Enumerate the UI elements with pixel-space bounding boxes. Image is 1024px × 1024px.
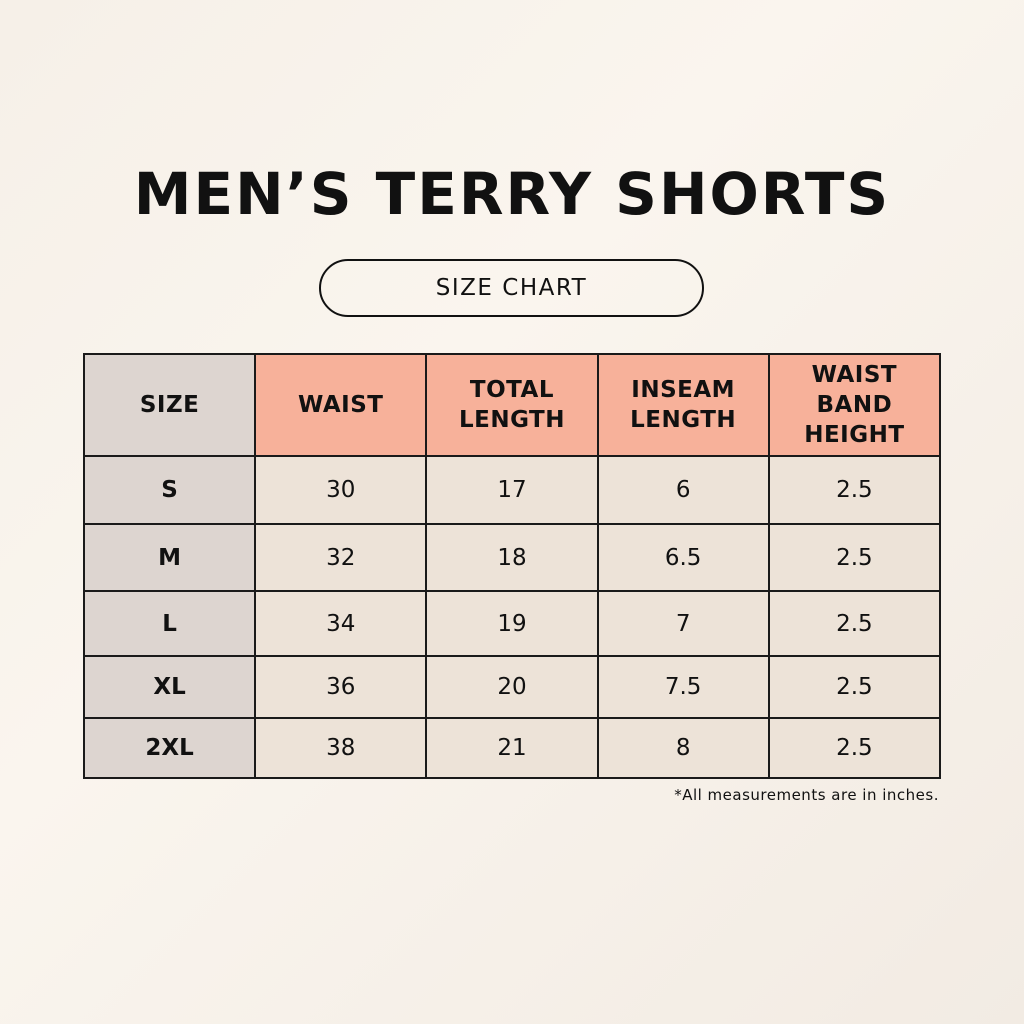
page-title: MEN’S TERRY SHORTS <box>133 160 891 228</box>
size-table: SIZE WAIST TOTAL LENGTH INSEAM LENGTH WA… <box>82 353 942 779</box>
measurement-cell: 6 <box>596 455 770 525</box>
header-inseam-length: INSEAM LENGTH <box>596 353 770 457</box>
measurement-cell: 17 <box>425 455 599 525</box>
size-cell: L <box>82 590 257 657</box>
measurement-cell: 2.5 <box>767 655 942 719</box>
measurement-cell: 6.5 <box>596 523 770 592</box>
size-cell: S <box>82 455 257 525</box>
measurement-cell: 2.5 <box>767 455 942 525</box>
measurement-cell: 36 <box>254 655 428 719</box>
subtitle: SIZE CHART <box>435 275 588 301</box>
header-size: SIZE <box>82 353 257 457</box>
measurement-cell: 2.5 <box>767 590 942 657</box>
measurement-cell: 2.5 <box>767 523 942 592</box>
table-row: L 34 19 7 2.5 <box>82 590 942 657</box>
header-total-length: TOTAL LENGTH <box>425 353 599 457</box>
table-row: M 32 18 6.5 2.5 <box>82 523 942 592</box>
measurement-cell: 2.5 <box>767 717 942 779</box>
size-cell: 2XL <box>82 717 257 779</box>
header-waist-band-height: WAIST BAND HEIGHT <box>767 353 942 457</box>
measurement-cell: 32 <box>254 523 428 592</box>
measurement-cell: 30 <box>254 455 428 525</box>
measurement-cell: 38 <box>254 717 428 779</box>
measurement-cell: 7.5 <box>596 655 770 719</box>
header-waist: WAIST <box>254 353 428 457</box>
size-chart-badge: SIZE CHART <box>319 259 704 317</box>
measurement-cell: 7 <box>596 590 770 657</box>
measurement-cell: 34 <box>254 590 428 657</box>
measurement-note: *All measurements are in inches. <box>674 786 939 804</box>
measurement-cell: 19 <box>425 590 599 657</box>
table-row: S 30 17 6 2.5 <box>82 455 942 525</box>
measurement-cell: 20 <box>425 655 599 719</box>
table-header-row: SIZE WAIST TOTAL LENGTH INSEAM LENGTH WA… <box>82 353 942 457</box>
measurement-cell: 8 <box>596 717 770 779</box>
table-row: XL 36 20 7.5 2.5 <box>82 655 942 719</box>
table-row: 2XL 38 21 8 2.5 <box>82 717 942 779</box>
size-cell: M <box>82 523 257 592</box>
size-cell: XL <box>82 655 257 719</box>
measurement-cell: 21 <box>425 717 599 779</box>
measurement-cell: 18 <box>425 523 599 592</box>
